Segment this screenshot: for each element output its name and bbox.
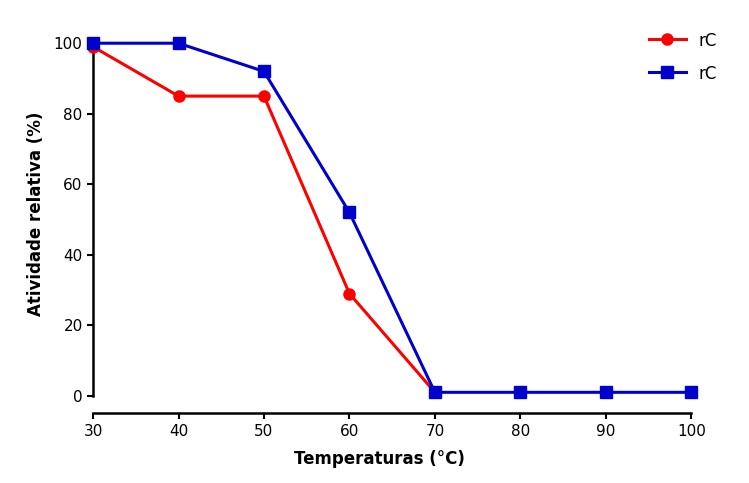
- X-axis label: Temperaturas (°C): Temperaturas (°C): [294, 450, 465, 468]
- Line: rC: rC: [88, 41, 440, 398]
- rC: [174, 93, 183, 99]
- rC: [174, 40, 183, 46]
- rC: [516, 389, 525, 395]
- Legend: rC, rC: rC, rC: [640, 23, 726, 91]
- rC: [88, 40, 97, 46]
- rC: [259, 93, 268, 99]
- rC: [431, 389, 440, 395]
- rC: [345, 291, 354, 297]
- rC: [601, 389, 610, 395]
- rC: [687, 389, 696, 395]
- rC: [345, 210, 354, 215]
- rC: [259, 69, 268, 74]
- rC: [431, 389, 440, 395]
- Line: rC: rC: [88, 38, 697, 398]
- Y-axis label: Atividade relativa (%): Atividade relativa (%): [28, 112, 46, 316]
- rC: [88, 44, 97, 50]
